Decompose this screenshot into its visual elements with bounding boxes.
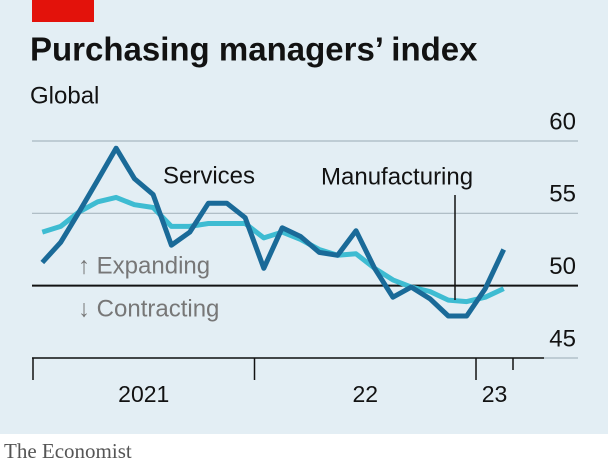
background — [0, 0, 608, 434]
y-tick-label: 55 — [549, 181, 576, 208]
y-tick-label: 45 — [549, 325, 576, 352]
x-tick-label: 2021 — [118, 381, 169, 407]
series-line — [41, 194, 505, 305]
series-label: Manufacturing — [321, 163, 473, 190]
series-line — [40, 145, 506, 319]
source: The Economist — [4, 439, 132, 463]
y-tick-label: 50 — [549, 253, 576, 280]
annotation: ↓ Contracting — [78, 295, 219, 322]
chart-title: Purchasing managers’ index — [30, 31, 478, 68]
series-label: Services — [163, 162, 255, 189]
chart-subtitle: Global — [30, 82, 99, 109]
x-tick-label: 23 — [482, 381, 508, 407]
y-tick-label: 60 — [549, 108, 576, 135]
x-tick-label: 22 — [352, 381, 378, 407]
annotation: ↑ Expanding — [78, 252, 210, 279]
red-tab — [32, 0, 94, 22]
